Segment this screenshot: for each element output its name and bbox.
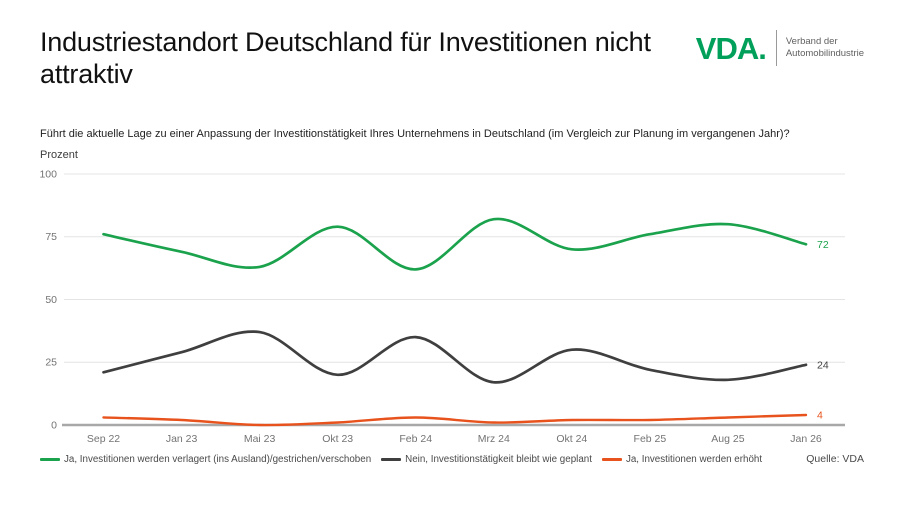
end-value-label-erhoeht: 4 xyxy=(817,409,823,421)
x-tick-label: Jan 23 xyxy=(166,433,198,445)
line-ja-investitionen-verlagert xyxy=(102,217,808,271)
legend-item-geplant: Nein, Investitionstätigkeit bleibt wie g… xyxy=(381,454,592,465)
logo-divider xyxy=(775,30,777,66)
source-note: Quelle: VDA xyxy=(806,453,864,465)
y-tick-label: 0 xyxy=(51,420,57,432)
y-axis-title: Prozent xyxy=(40,149,78,161)
survey-question: Führt die aktuelle Lage zu einer Anpassu… xyxy=(40,128,790,140)
y-tick-label: 50 xyxy=(45,294,57,306)
legend-item-erhoeht: Ja, Investitionen werden erhöht xyxy=(601,453,763,465)
y-tick-label: 75 xyxy=(45,231,57,243)
chart-legend: Ja, Investitionen werden verlagert (ins … xyxy=(40,453,864,465)
vda-logo: VDA. Verband der Automobilindustrie xyxy=(696,30,864,66)
legend-label: Nein, Investitionstätigkeit bleibt wie g… xyxy=(405,453,592,465)
x-tick-label: Jan 26 xyxy=(790,433,822,445)
x-tick-label: Okt 23 xyxy=(322,433,353,445)
end-value-label-verlagert: 72 xyxy=(817,239,829,251)
x-tick-label: Feb 25 xyxy=(634,433,667,445)
logo-subtitle-line1: Verband der xyxy=(785,35,838,47)
legend-swatch-green xyxy=(40,457,60,461)
line-nein-bleibt-wie-geplant xyxy=(102,330,808,384)
legend-swatch-orange xyxy=(601,457,622,461)
legend-label: Ja, Investitionen werden verlagert (ins … xyxy=(64,453,372,465)
x-tick-label: Sep 22 xyxy=(87,433,120,445)
page-title: Industriestandort Deutschland für Invest… xyxy=(40,27,651,90)
legend-item-verlagert: Ja, Investitionen werden verlagert (ins … xyxy=(40,454,371,465)
y-tick-label: 25 xyxy=(45,357,57,369)
y-tick-label: 100 xyxy=(39,169,57,181)
line-ja-investitionen-erhoeht xyxy=(102,413,808,427)
logo-subtitle-line2: Automobilindustrie xyxy=(785,48,864,59)
legend-swatch-dark xyxy=(381,457,402,461)
x-tick-label: Mrz 24 xyxy=(478,433,510,445)
x-tick-label: Feb 24 xyxy=(399,433,432,445)
x-tick-label: Aug 25 xyxy=(711,433,744,445)
x-tick-label: Mai 23 xyxy=(244,433,276,445)
x-tick-label: Okt 24 xyxy=(556,433,587,445)
investment-line-chart: 100 75 50 25 0 Sep 22 Jan 23 Mai 23 Okt … xyxy=(39,169,845,445)
legend-label: Ja, Investitionen werden erhöht xyxy=(625,453,763,465)
end-value-label-geplant: 24 xyxy=(817,359,829,371)
vda-logo-text: VDA. xyxy=(695,30,767,66)
logo-subtitle: Verband der Automobilindustrie xyxy=(786,36,864,61)
